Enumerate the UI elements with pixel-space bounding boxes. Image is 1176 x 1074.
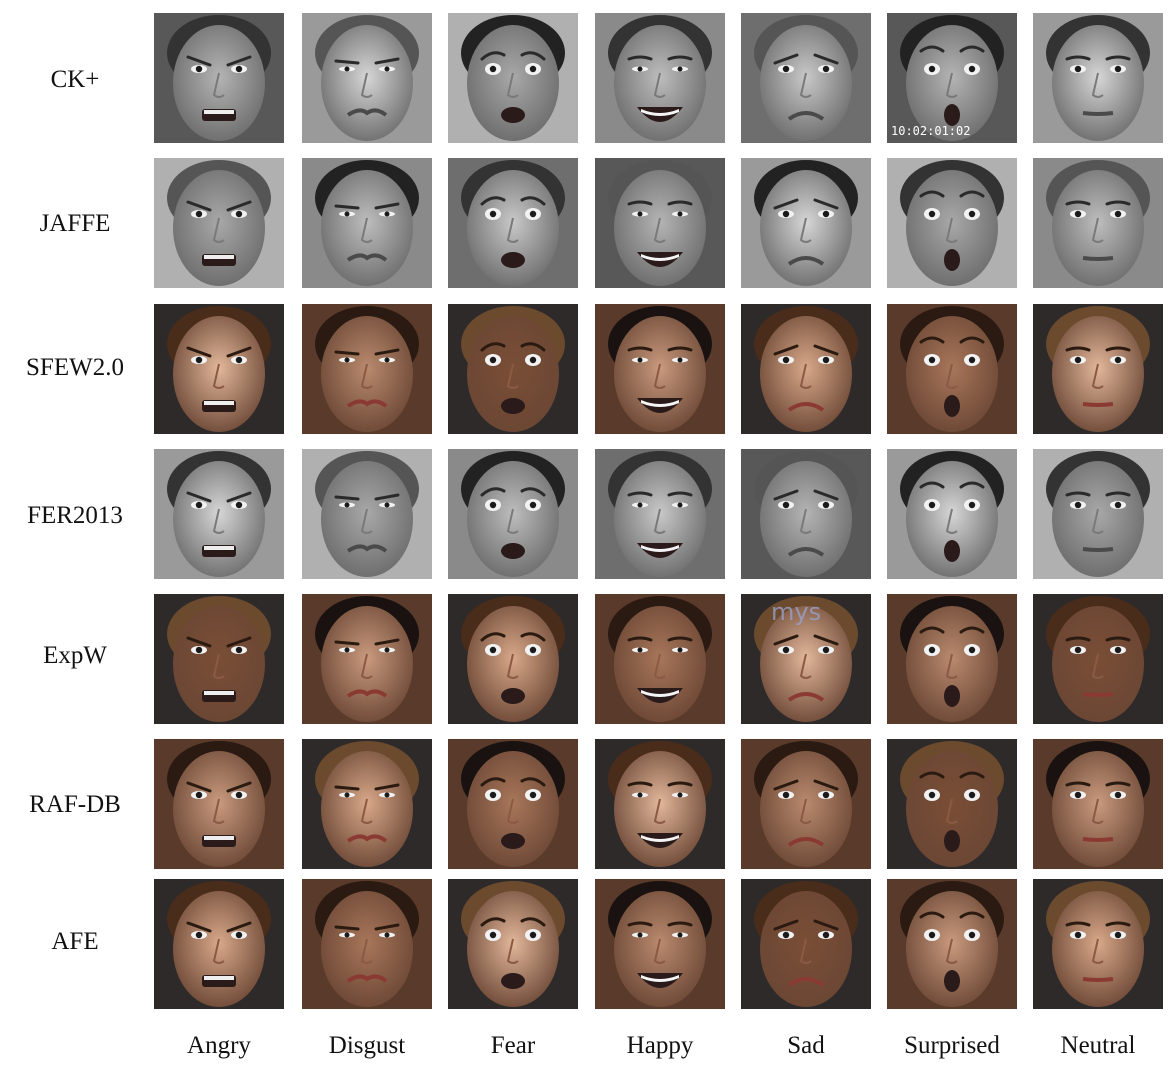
- face-image-afe-surprised: [887, 879, 1017, 1009]
- face-image-afe-angry: [154, 879, 284, 1009]
- face-image-fer2013-happy: [595, 449, 725, 579]
- face-image-ck--neutral: [1033, 13, 1163, 143]
- face-image-afe-neutral: [1033, 879, 1163, 1009]
- face-image-fer2013-fear: [448, 449, 578, 579]
- face-image-fer2013-angry: [154, 449, 284, 579]
- face-image-fer2013-sad: [741, 449, 871, 579]
- face-image-jaffe-neutral: [1033, 158, 1163, 288]
- face-image-sfew2-0-angry: [154, 304, 284, 434]
- face-image-raf-db-happy: [595, 739, 725, 869]
- column-label-happy: Happy: [626, 1032, 694, 1059]
- face-image-raf-db-sad: [741, 739, 871, 869]
- face-image-afe-fear: [448, 879, 578, 1009]
- face-image-ck--fear: [448, 13, 578, 143]
- row-label-raf-db: RAF-DB: [29, 791, 121, 818]
- row-label-expw: ExpW: [43, 642, 107, 669]
- face-image-raf-db-neutral: [1033, 739, 1163, 869]
- face-image-expw-sad: mys: [741, 594, 871, 724]
- face-image-sfew2-0-fear: [448, 304, 578, 434]
- row-label-fer2013: FER2013: [27, 502, 123, 529]
- face-image-sfew2-0-happy: [595, 304, 725, 434]
- row-label-afe: AFE: [51, 928, 99, 955]
- row-label-ck-: CK+: [50, 66, 100, 93]
- face-image-raf-db-surprised: [887, 739, 1017, 869]
- column-label-angry: Angry: [187, 1032, 251, 1059]
- face-image-ck--angry: [154, 13, 284, 143]
- face-image-ck--sad: [741, 13, 871, 143]
- column-label-surprised: Surprised: [904, 1032, 1000, 1059]
- face-image-expw-angry: [154, 594, 284, 724]
- column-label-sad: Sad: [787, 1032, 825, 1059]
- face-image-expw-fear: [448, 594, 578, 724]
- face-image-expw-neutral: [1033, 594, 1163, 724]
- face-image-ck--disgust: [302, 13, 432, 143]
- timestamp-overlay: 10:02:01:02: [891, 124, 970, 138]
- face-image-ck--happy: [595, 13, 725, 143]
- face-image-afe-disgust: [302, 879, 432, 1009]
- face-image-fer2013-surprised: [887, 449, 1017, 579]
- face-image-ck--surprised: 10:02:01:02: [887, 13, 1017, 143]
- face-image-raf-db-angry: [154, 739, 284, 869]
- face-image-fer2013-neutral: [1033, 449, 1163, 579]
- row-label-sfew2-0: SFEW2.0: [26, 354, 124, 381]
- column-label-fear: Fear: [490, 1032, 536, 1059]
- face-image-raf-db-disgust: [302, 739, 432, 869]
- face-image-expw-happy: [595, 594, 725, 724]
- face-image-sfew2-0-surprised: [887, 304, 1017, 434]
- face-image-jaffe-happy: [595, 158, 725, 288]
- row-label-jaffe: JAFFE: [39, 210, 111, 237]
- column-label-neutral: Neutral: [1060, 1032, 1136, 1059]
- face-image-expw-surprised: [887, 594, 1017, 724]
- face-image-fer2013-disgust: [302, 449, 432, 579]
- face-image-sfew2-0-disgust: [302, 304, 432, 434]
- face-image-raf-db-fear: [448, 739, 578, 869]
- face-image-afe-happy: [595, 879, 725, 1009]
- face-image-jaffe-fear: [448, 158, 578, 288]
- watermark-overlay: mys: [771, 598, 821, 626]
- column-label-disgust: Disgust: [328, 1032, 406, 1059]
- face-image-jaffe-angry: [154, 158, 284, 288]
- face-image-sfew2-0-neutral: [1033, 304, 1163, 434]
- face-image-afe-sad: [741, 879, 871, 1009]
- face-image-jaffe-surprised: [887, 158, 1017, 288]
- face-image-expw-disgust: [302, 594, 432, 724]
- face-image-sfew2-0-sad: [741, 304, 871, 434]
- face-image-jaffe-disgust: [302, 158, 432, 288]
- face-image-jaffe-sad: [741, 158, 871, 288]
